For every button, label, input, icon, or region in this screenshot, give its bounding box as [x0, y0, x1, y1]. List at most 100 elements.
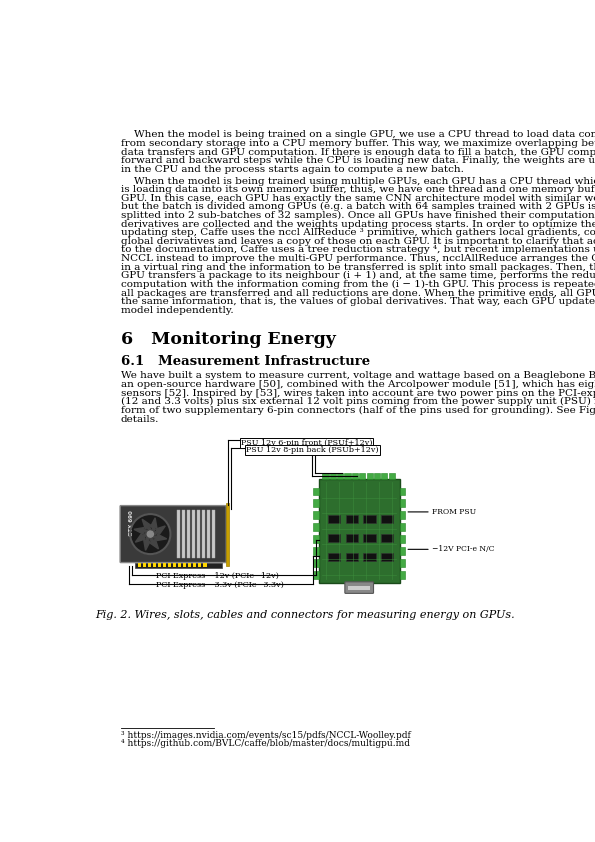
Text: computation with the information coming from the (i − 1)-th GPU. This process is: computation with the information coming …	[121, 280, 595, 289]
Bar	[193, 563, 196, 568]
Text: ³ https://images.nvidia.com/events/sc15/pdfs/NCCL-Woolley.pdf: ³ https://images.nvidia.com/events/sc15/…	[121, 731, 411, 740]
Text: details.: details.	[121, 414, 159, 424]
Bar	[364, 553, 376, 561]
Bar	[192, 510, 195, 558]
Text: When the model is being trained using multiple GPUs, each GPU has a CPU thread w: When the model is being trained using mu…	[121, 177, 595, 185]
Text: GPU transfers a package to its neighbour (i + 1) and, at the same time, performs: GPU transfers a package to its neighbour…	[121, 271, 595, 280]
Text: in the CPU and the process starts again to compute a new batch.: in the CPU and the process starts again …	[121, 165, 464, 173]
Text: 6   Monitoring Energy: 6 Monitoring Energy	[121, 332, 336, 349]
Text: the same information, that is, the values of global derivatives. That way, each : the same information, that is, the value…	[121, 297, 595, 306]
Bar	[380, 553, 393, 561]
Bar	[346, 534, 358, 541]
Bar	[135, 562, 223, 568]
Bar	[400, 499, 405, 507]
Bar	[400, 524, 405, 531]
Bar	[346, 553, 358, 561]
FancyBboxPatch shape	[345, 582, 374, 594]
Bar	[163, 563, 166, 568]
Text: splitted into 2 sub-batches of 32 samples). Once all GPUs have finished their co: splitted into 2 sub-batches of 32 sample…	[121, 211, 595, 220]
Bar	[364, 534, 376, 541]
Bar	[198, 563, 202, 568]
Bar	[148, 563, 151, 568]
Bar	[400, 571, 405, 578]
Bar	[207, 510, 211, 558]
Bar	[313, 511, 318, 519]
Bar	[400, 511, 405, 519]
Bar	[313, 499, 318, 507]
Bar	[212, 510, 215, 558]
Bar	[359, 473, 365, 478]
Bar	[178, 563, 181, 568]
Text: data transfers and GPU computation. If there is enough data to fill a batch, the: data transfers and GPU computation. If t…	[121, 147, 595, 157]
Text: but the batch is divided among GPUs (e.g. a batch with 64 samples trained with 2: but the batch is divided among GPUs (e.g…	[121, 202, 595, 211]
Bar	[138, 563, 141, 568]
Text: 6.1   Measurement Infrastructure: 6.1 Measurement Infrastructure	[121, 354, 370, 367]
FancyArrow shape	[153, 534, 167, 541]
Text: an open-source hardware [50], combined with the Arcolpower module [51], which ha: an open-source hardware [50], combined w…	[121, 380, 595, 389]
Bar	[187, 510, 190, 558]
Text: global derivatives and leaves a copy of those on each GPU. It is important to cl: global derivatives and leaves a copy of …	[121, 237, 595, 246]
Text: PSU 12v 6-pin front (PSUf+12v): PSU 12v 6-pin front (PSUf+12v)	[241, 439, 372, 446]
Bar	[348, 586, 371, 590]
Text: PCI Express −12v (PCIe−12v): PCI Express −12v (PCIe−12v)	[156, 572, 278, 580]
Bar	[202, 510, 205, 558]
Bar	[400, 536, 405, 543]
Text: PSU 12v 8-pin back (PSUb+12v): PSU 12v 8-pin back (PSUb+12v)	[246, 446, 379, 455]
Circle shape	[130, 514, 171, 554]
Text: is loading data into its own memory buffer, thus, we have one thread and one mem: is loading data into its own memory buff…	[121, 185, 595, 195]
Text: model independently.: model independently.	[121, 306, 233, 315]
Bar	[400, 547, 405, 555]
Bar	[313, 524, 318, 531]
Bar	[400, 488, 405, 495]
Text: We have built a system to measure current, voltage and wattage based on a Beagle: We have built a system to measure curren…	[121, 371, 595, 381]
Text: (12 and 3.3 volts) plus six external 12 volt pins coming from the power supply u: (12 and 3.3 volts) plus six external 12 …	[121, 397, 595, 407]
Bar	[400, 559, 405, 567]
FancyBboxPatch shape	[120, 505, 226, 562]
FancyArrow shape	[151, 518, 157, 531]
Bar	[352, 473, 358, 478]
Text: from secondary storage into a CPU memory buffer. This way, we maximize overlappi: from secondary storage into a CPU memory…	[121, 139, 595, 148]
Bar	[313, 547, 318, 555]
Text: form of two supplementary 6-pin connectors (half of the pins used for grounding): form of two supplementary 6-pin connecto…	[121, 406, 595, 415]
Bar	[364, 514, 376, 523]
Bar	[380, 514, 393, 523]
Text: FROM PSU: FROM PSU	[433, 508, 477, 516]
Bar	[226, 503, 228, 566]
FancyArrow shape	[154, 526, 165, 535]
FancyArrow shape	[144, 536, 150, 551]
Bar	[330, 473, 336, 478]
FancyArrow shape	[142, 520, 151, 530]
Bar	[345, 473, 350, 478]
Circle shape	[147, 531, 154, 537]
Text: −12V PCI-e N/C: −12V PCI-e N/C	[433, 546, 495, 553]
Text: GPU. In this case, each GPU has exactly the same CNN architecture model with sim: GPU. In this case, each GPU has exactly …	[121, 194, 595, 203]
Bar	[203, 563, 206, 568]
FancyArrow shape	[134, 528, 148, 534]
Text: PCI Express −3.3v (PCIe−3.3v): PCI Express −3.3v (PCIe−3.3v)	[156, 581, 284, 589]
Bar	[374, 473, 380, 478]
Text: GTX 690: GTX 690	[129, 510, 134, 536]
Bar	[313, 488, 318, 495]
Text: in a virtual ring and the information to be transferred is split into small pack: in a virtual ring and the information to…	[121, 263, 595, 272]
Bar	[168, 563, 171, 568]
Bar	[313, 571, 318, 578]
Bar	[143, 563, 146, 568]
Bar	[337, 473, 343, 478]
Bar	[197, 510, 201, 558]
Bar	[177, 510, 180, 558]
Text: When the model is being trained on a single GPU, we use a CPU thread to load dat: When the model is being trained on a sin…	[121, 131, 595, 139]
Text: updating step, Caffe uses the nccl AllReduce ³ primitive, which gathers local gr: updating step, Caffe uses the nccl AllRe…	[121, 228, 595, 237]
Bar	[183, 563, 186, 568]
Bar	[328, 553, 340, 561]
Text: ⁴ https://github.com/BVLC/caffe/blob/master/docs/multigpu.md: ⁴ https://github.com/BVLC/caffe/blob/mas…	[121, 738, 410, 748]
Text: to the documentation, Caffe uses a tree reduction strategy ⁴, but recent impleme: to the documentation, Caffe uses a tree …	[121, 246, 595, 254]
Bar	[318, 478, 400, 583]
Bar	[313, 536, 318, 543]
Text: Fig. 2. Wires, slots, cables and connectors for measuring energy on GPUs.: Fig. 2. Wires, slots, cables and connect…	[95, 610, 515, 620]
Bar	[328, 534, 340, 541]
Bar	[322, 473, 328, 478]
FancyArrow shape	[135, 533, 147, 542]
Text: NCCL instead to improve the multi-GPU performance. Thus, ncclAllReduce arranges : NCCL instead to improve the multi-GPU pe…	[121, 254, 595, 263]
Bar	[158, 563, 161, 568]
Bar	[181, 510, 185, 558]
